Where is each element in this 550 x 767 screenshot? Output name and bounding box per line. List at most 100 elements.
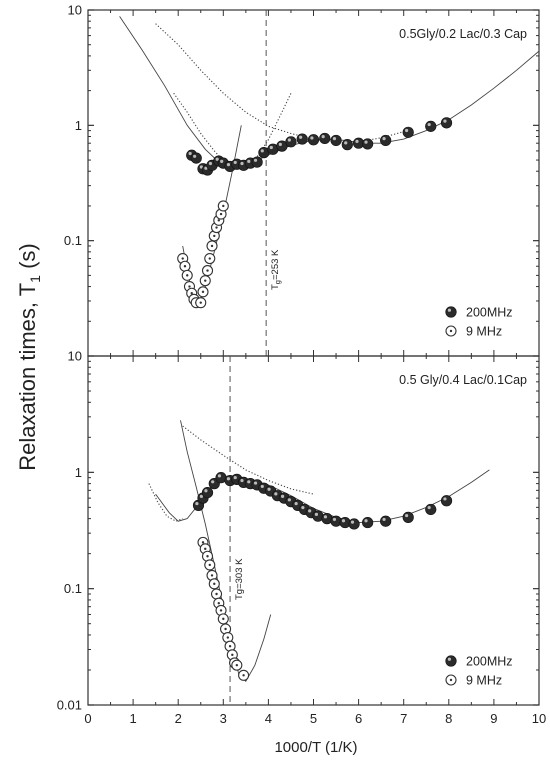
data-point-filled <box>201 486 214 499</box>
data-point-filled <box>440 117 453 129</box>
data-point-center-dot <box>222 617 225 621</box>
data-point-highlight <box>443 119 447 123</box>
data-point-filled <box>402 126 414 138</box>
data-point-highlight <box>204 166 208 170</box>
data-point-center-dot <box>208 563 211 567</box>
data-point-highlight <box>299 135 303 139</box>
data-point-highlight <box>314 512 319 516</box>
panel-top: 0.1 1 10 Tg=253 K 0.5Gly/0.2 Lac/0.3 Cap 200M… <box>64 3 540 357</box>
data-point-center-dot <box>217 602 220 605</box>
data-point-highlight <box>253 158 258 162</box>
data-point-center-dot <box>204 279 207 282</box>
data-point-filled <box>425 120 437 132</box>
y-tick-label: 10 <box>68 3 82 18</box>
data-point-highlight <box>208 161 213 166</box>
data-point-highlight <box>253 481 258 485</box>
data-point-center-dot <box>201 290 205 294</box>
data-point-center-dot <box>186 274 189 277</box>
legend-entry: 9 MHz <box>466 325 502 339</box>
data-point-filled <box>380 134 392 147</box>
data-point-center-dot <box>201 541 205 544</box>
y-tick-label: 0.01 <box>57 698 82 713</box>
data-point-highlight <box>332 517 337 522</box>
y-tick-label: 0.1 <box>64 581 82 596</box>
data-point-center-dot <box>222 204 225 208</box>
data-point-center-dot <box>183 265 187 268</box>
data-point-highlight <box>341 519 346 523</box>
data-point-highlight <box>217 474 222 478</box>
data-point-highlight <box>278 142 282 146</box>
data-point-center-dot <box>190 292 193 295</box>
data-point-filled <box>380 515 392 527</box>
panel-title: 0.5 Gly/0.4 Lac/0.1Cap <box>399 373 527 387</box>
data-point-highlight <box>204 489 208 493</box>
data-point-highlight <box>233 160 237 165</box>
data-point-highlight <box>405 513 409 518</box>
legend: 200MHz 9 MHz <box>445 655 513 688</box>
data-point-highlight <box>447 657 451 661</box>
y-axis-label: Relaxation times, T1 (s) <box>15 243 43 470</box>
tg-label-symbol: Tg <box>234 589 245 600</box>
x-tick-label: 2 <box>175 711 182 726</box>
data-point-highlight <box>294 501 298 506</box>
data-point-highlight <box>220 159 224 163</box>
x-tick-label: 3 <box>220 711 227 726</box>
fit-curve-dotted <box>182 425 314 495</box>
tg-label-symbol: T <box>270 284 281 290</box>
x-tick-label: 9 <box>490 711 497 726</box>
data-point-center-dot <box>231 653 234 657</box>
data-point-highlight <box>226 477 231 481</box>
tg-label-value: =303 K <box>234 558 245 589</box>
data-point-highlight <box>240 161 244 166</box>
series-9-mhz <box>177 200 229 309</box>
data-point-center-dot <box>208 257 211 260</box>
tg-label: Tg=253 K <box>270 249 282 290</box>
legend-entry: 200MHz <box>466 306 513 320</box>
panel-title: 0.5Gly/0.2 Lac/0.3 Cap <box>399 27 527 41</box>
series-200mhz <box>186 117 453 176</box>
x-tick-label: 5 <box>310 711 317 726</box>
data-point-center-dot <box>204 547 207 551</box>
data-point-filled <box>348 518 360 530</box>
data-point-filled <box>362 516 374 529</box>
data-point-highlight <box>195 501 199 506</box>
data-point-center-dot <box>449 678 453 682</box>
x-tick-label: 1 <box>129 711 136 726</box>
data-point-filled <box>425 503 437 516</box>
data-point-center-dot <box>199 301 202 304</box>
tg-label-value: =253 K <box>270 249 281 280</box>
data-point-highlight <box>405 128 409 133</box>
data-point-center-dot <box>181 257 184 260</box>
x-tick-label: 7 <box>400 711 407 726</box>
data-point-center-dot <box>213 234 216 238</box>
data-point-highlight <box>260 149 264 153</box>
y-axis-label-subscript: 1 <box>27 275 43 283</box>
data-point-highlight <box>447 308 451 312</box>
data-point-highlight <box>427 122 431 127</box>
data-point-highlight <box>240 478 244 483</box>
data-point-center-dot <box>213 582 216 586</box>
data-point-filled <box>307 134 320 146</box>
data-point-highlight <box>233 475 237 480</box>
data-point-highlight <box>382 517 386 522</box>
data-point-filled <box>285 136 297 148</box>
data-point-filled <box>296 133 308 145</box>
data-point-filled <box>319 132 331 145</box>
data-point-center-dot <box>210 574 214 577</box>
data-point-highlight <box>267 487 271 491</box>
data-point-filled <box>445 306 457 318</box>
data-point-center-dot <box>235 663 239 667</box>
data-point-center-dot <box>215 592 218 596</box>
legend-entry: 200MHz <box>466 655 513 669</box>
data-point-highlight <box>287 138 291 142</box>
data-point-center-dot <box>215 226 218 229</box>
data-point-highlight <box>310 136 314 140</box>
data-point-highlight <box>215 157 219 161</box>
data-point-center-dot <box>228 645 232 648</box>
data-point-filled <box>190 152 202 164</box>
fit-curve-dotted <box>173 92 292 170</box>
data-point-filled <box>445 655 457 667</box>
data-point-center-dot <box>449 329 453 333</box>
data-point-highlight <box>321 135 325 139</box>
data-point-highlight <box>199 165 204 169</box>
